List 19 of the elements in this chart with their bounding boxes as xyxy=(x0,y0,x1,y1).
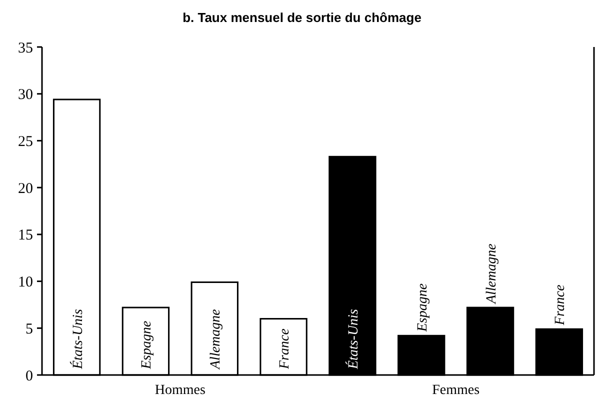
y-tick-label: 15 xyxy=(18,228,33,244)
x-tick-label: États-Unis xyxy=(68,308,86,370)
y-tick-label: 20 xyxy=(18,180,33,197)
x-tick-label: France xyxy=(553,284,568,326)
chart-title: b. Taux mensuel de sortie du chômage xyxy=(182,10,422,25)
series-label: Hommes xyxy=(154,383,206,398)
y-tick-label: 25 xyxy=(18,134,33,150)
x-tick-label: États-Unis xyxy=(344,308,362,370)
x-tick-label: Espagne xyxy=(140,320,155,370)
y-tick-label: 0 xyxy=(26,368,33,384)
x-tick-label: France xyxy=(278,328,293,370)
series-label: Femmes xyxy=(432,383,480,398)
y-tick-label: 35 xyxy=(18,40,33,56)
y-tick-label: 10 xyxy=(18,274,33,291)
y-tick-label: 30 xyxy=(18,87,33,104)
x-tick-label: Allemagne xyxy=(208,309,224,370)
y-tick-label: 5 xyxy=(26,321,33,338)
x-tick-label: Allemagne xyxy=(484,244,500,305)
x-tick-label: Espagne xyxy=(415,283,430,333)
